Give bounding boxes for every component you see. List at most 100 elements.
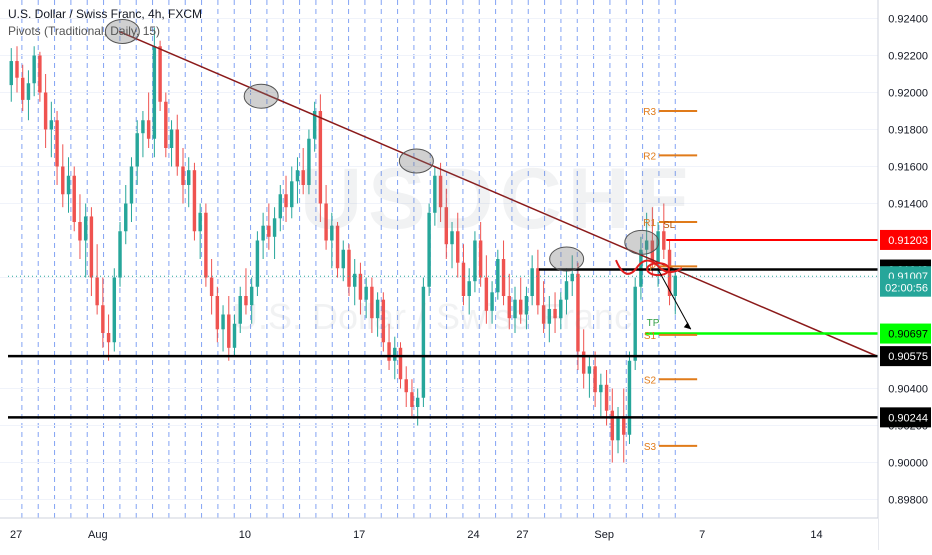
candle-body	[559, 299, 563, 319]
candle	[415, 388, 420, 426]
candle-body	[26, 83, 31, 100]
price-tick-label: 0.91600	[888, 162, 928, 174]
candle-body	[381, 299, 386, 343]
candle	[89, 207, 94, 296]
candle-body	[49, 120, 54, 130]
candle-body	[32, 55, 36, 84]
candle-body	[78, 222, 82, 241]
price-badge-label: 0.91203	[888, 235, 928, 247]
candle	[15, 46, 19, 93]
candle-body	[347, 249, 351, 287]
candle-body	[581, 351, 586, 374]
candle	[330, 212, 334, 269]
candle-body	[633, 286, 637, 361]
candle	[541, 281, 546, 333]
price-badge-bg	[880, 407, 931, 428]
highlight-ellipse	[549, 246, 585, 272]
candle	[370, 277, 374, 333]
price-badge-label: 0.90697	[888, 329, 928, 341]
candle-body	[9, 61, 13, 86]
candle	[101, 277, 105, 348]
candle-body	[204, 212, 208, 278]
candle	[124, 185, 128, 245]
highlight-ellipses	[104, 18, 660, 272]
candle-body	[55, 120, 59, 167]
candle	[43, 74, 48, 148]
candle	[381, 292, 386, 352]
price-badge-label: 0.90244	[888, 412, 928, 424]
pivot-label: R1	[643, 218, 656, 229]
candle	[55, 111, 59, 185]
candle	[61, 144, 65, 208]
hand-drawn-wave	[615, 259, 683, 275]
candle	[427, 203, 431, 296]
candle	[232, 314, 237, 356]
candle	[301, 148, 305, 195]
candle-body	[518, 299, 523, 315]
candle-body	[467, 281, 471, 296]
candle	[49, 101, 54, 158]
time-axis	[0, 518, 878, 550]
candle-body	[330, 225, 334, 241]
candle-body	[318, 111, 323, 204]
candle	[507, 273, 511, 330]
candle-body	[232, 323, 237, 348]
candle	[547, 296, 552, 343]
candle	[244, 268, 248, 315]
candle	[118, 222, 122, 287]
candle-body	[644, 240, 649, 250]
candle	[364, 277, 368, 319]
price-tick-label: 0.90400	[888, 384, 928, 396]
candle-body	[473, 240, 477, 282]
candle	[146, 92, 151, 148]
candle-body	[129, 166, 134, 204]
candle-body	[415, 397, 420, 407]
candle-body	[673, 275, 677, 296]
pivot-levels: R3 R2 R1 P S1 S2 S3	[643, 107, 698, 453]
candle	[518, 277, 523, 324]
candle	[404, 366, 408, 407]
price-badge-bg	[880, 346, 931, 367]
price-badge-bg	[880, 323, 931, 344]
candle-body	[101, 305, 105, 333]
candle-body	[501, 259, 506, 296]
candle-body	[312, 111, 317, 139]
candle-body	[267, 225, 271, 237]
candle-body	[541, 305, 546, 324]
candle-body	[438, 175, 443, 208]
candle-body	[341, 249, 345, 269]
candle-body	[186, 170, 191, 185]
trendline	[118, 30, 878, 357]
candle	[181, 148, 185, 204]
time-tick-label: 10	[239, 529, 251, 541]
candle-body	[221, 314, 225, 330]
candle-body	[227, 314, 231, 348]
candle-body	[124, 203, 128, 232]
candle-body	[118, 231, 122, 278]
candle	[576, 262, 580, 370]
candle	[593, 351, 597, 407]
candle	[347, 244, 351, 296]
time-tick-label: 14	[810, 529, 822, 541]
candle-body	[164, 101, 168, 148]
candle	[32, 46, 36, 97]
candle	[450, 222, 454, 269]
candle-body	[444, 207, 449, 245]
candle	[410, 379, 414, 417]
candle	[26, 70, 31, 121]
candle	[272, 207, 277, 259]
time-tick-label: 27	[10, 529, 22, 541]
candle	[564, 268, 569, 315]
candle	[192, 162, 197, 241]
candle-body	[272, 218, 277, 237]
candle	[513, 286, 517, 333]
candle	[284, 175, 288, 222]
price-badge: 0.90575	[880, 346, 931, 367]
candle-body	[152, 46, 157, 139]
candle-body	[433, 175, 437, 213]
candle-body	[599, 384, 603, 393]
price-badge-label: 0.90575	[888, 351, 928, 363]
highlight-ellipse	[624, 229, 660, 255]
